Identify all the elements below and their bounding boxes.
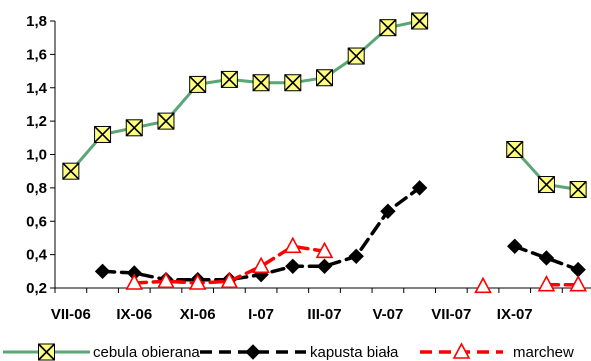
data-point bbox=[285, 238, 300, 252]
data-point bbox=[318, 259, 332, 273]
data-point bbox=[158, 113, 174, 129]
data-point bbox=[254, 258, 269, 272]
data-point bbox=[348, 48, 364, 64]
data-point bbox=[286, 259, 300, 273]
y-tick-label: 0,8 bbox=[26, 180, 47, 197]
y-tick-label: 1,6 bbox=[26, 46, 47, 63]
legend: cebula obierana kapusta biała marchew bbox=[3, 344, 574, 361]
x-axis-ticks: VII-06 IX-06 XI-06 I-07 III-07 V-07 VII-07 IX-0… bbox=[51, 288, 591, 323]
data-point bbox=[539, 251, 553, 265]
data-point bbox=[95, 126, 111, 142]
y-tick-label: 0,4 bbox=[26, 247, 48, 264]
y-tick-label: 0,6 bbox=[26, 213, 47, 230]
data-point bbox=[126, 120, 142, 136]
legend-label: cebula obierana bbox=[93, 344, 200, 361]
series-line bbox=[71, 21, 578, 190]
legend-label: marchew bbox=[513, 344, 574, 361]
data-point bbox=[508, 239, 522, 253]
x-tick-label: I-07 bbox=[248, 306, 274, 323]
x-tick-label: VII-06 bbox=[51, 306, 91, 323]
data-point bbox=[412, 13, 428, 29]
legend-item: cebula obierana bbox=[3, 344, 200, 361]
series-layer bbox=[63, 13, 586, 292]
data-point bbox=[221, 71, 237, 87]
legend-item: marchew bbox=[420, 344, 574, 361]
x-tick-label: XI-06 bbox=[180, 306, 216, 323]
y-tick-label: 1,0 bbox=[26, 147, 47, 164]
data-point bbox=[380, 20, 396, 36]
x-tick-label: IX-06 bbox=[116, 306, 152, 323]
legend-marker bbox=[246, 345, 260, 359]
y-tick-label: 1,4 bbox=[26, 80, 48, 97]
series-kapusta-biała bbox=[96, 181, 586, 287]
data-point bbox=[349, 249, 363, 263]
data-point bbox=[538, 177, 554, 193]
x-tick-label: V-07 bbox=[372, 306, 403, 323]
data-point bbox=[285, 75, 301, 91]
x-tick-label: VII-07 bbox=[431, 306, 471, 323]
data-point bbox=[570, 182, 586, 198]
legend-marker bbox=[39, 344, 55, 360]
x-tick-label: III-07 bbox=[307, 306, 341, 323]
y-tick-label: 1,8 bbox=[26, 13, 47, 30]
data-point bbox=[63, 163, 79, 179]
legend-label: kapusta biała bbox=[310, 344, 399, 361]
data-point bbox=[253, 75, 269, 91]
series-line bbox=[103, 188, 578, 280]
plot-area: 0,2 0,4 0,6 0,8 1,0 1,2 1,4 1,6 1,8 VII-06 IX-06 X… bbox=[26, 13, 591, 323]
data-point bbox=[317, 70, 333, 86]
data-point bbox=[571, 263, 585, 277]
legend-item: kapusta biała bbox=[200, 344, 399, 361]
y-axis-ticks: 0,2 0,4 0,6 0,8 1,0 1,2 1,4 1,6 1,8 bbox=[26, 13, 55, 297]
data-point bbox=[190, 76, 206, 92]
y-tick-label: 1,2 bbox=[26, 113, 47, 130]
data-point bbox=[476, 278, 491, 292]
data-point bbox=[507, 141, 523, 157]
x-tick-label: IX-07 bbox=[497, 306, 533, 323]
data-point bbox=[96, 264, 110, 278]
series-cebula-obierana bbox=[63, 13, 586, 198]
y-tick-label: 0,2 bbox=[26, 280, 47, 297]
